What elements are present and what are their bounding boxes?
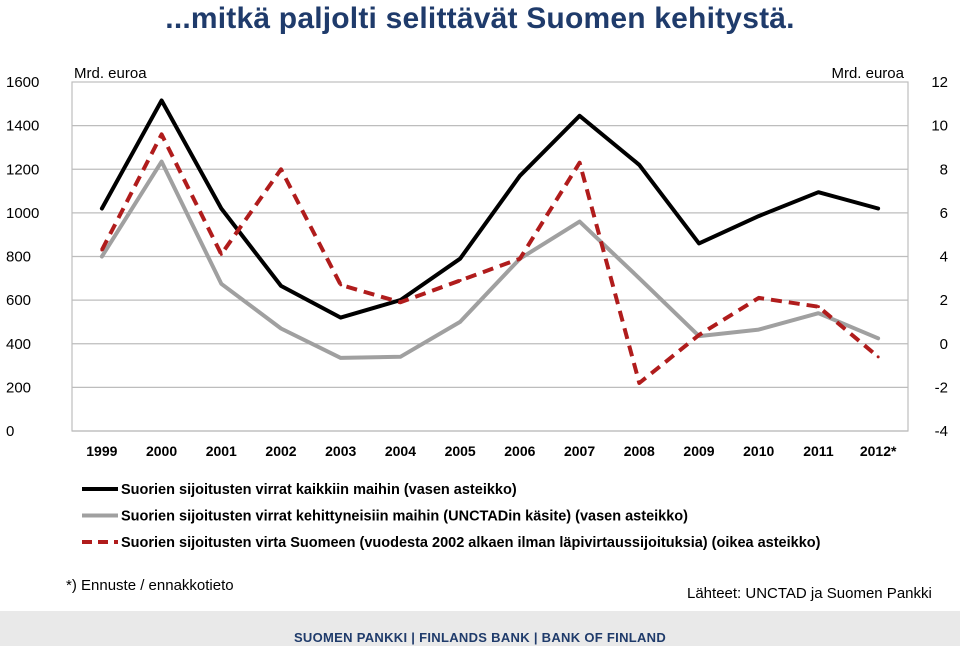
data-point [757,214,761,218]
data-point [637,163,641,167]
x-tick-label: 2002 [265,443,296,459]
data-point [518,174,522,178]
right-axis: -4 -2 0 2 4 6 8 10 12 Mrd. euroa [831,65,948,440]
left-tick-label: 800 [6,249,31,266]
data-point [637,276,641,280]
left-tick-label: 0 [6,423,14,440]
footer-bank-name: SUOMEN PANKKI | FINLANDS BANK | BANK OF … [293,630,667,645]
series-lines [99,98,881,385]
x-tick-label: 2001 [206,443,237,459]
left-axis-label: Mrd. euroa [74,65,147,82]
data-point [578,161,582,165]
right-tick-label: -2 [935,379,948,396]
data-point [160,99,164,103]
right-tick-label: 8 [940,161,948,178]
data-point [398,300,402,304]
data-point [398,355,402,359]
right-tick-label: 10 [931,118,948,135]
data-point [279,326,283,330]
data-point [697,241,701,245]
legend: Suorien sijoitusten virrat kaikkiin maih… [82,482,821,551]
data-point [816,305,820,309]
data-point [518,257,522,261]
data-point [876,336,880,340]
data-point [637,381,641,385]
data-point [458,257,462,261]
x-tick-label: 2007 [564,443,595,459]
x-tick-label: 2012* [860,443,897,459]
data-point [697,333,701,337]
x-tick-label: 2004 [385,443,416,459]
data-point [816,311,820,315]
footnote: *) Ennuste / ennakkotieto [66,577,234,594]
data-point [219,282,223,286]
data-point [876,355,880,359]
data-point [100,255,104,258]
x-tick-label: 1999 [86,443,117,459]
right-tick-label: 0 [940,336,948,353]
data-point [339,283,343,287]
series-line-3 [100,132,880,385]
series-line-1 [99,98,881,320]
data-point [279,167,283,171]
x-tick-label: 2009 [683,443,714,459]
data-point [100,248,104,252]
right-tick-label: 4 [940,249,948,266]
data-point [219,252,223,256]
data-point [339,356,343,360]
data-point [339,316,343,320]
data-point [458,278,462,282]
right-tick-label: 12 [931,74,948,91]
data-point [816,190,820,194]
data-point [160,160,164,164]
gridlines [71,81,909,432]
x-tick-label: 2003 [325,443,356,459]
left-tick-label: 600 [6,292,31,309]
data-point [578,220,582,224]
legend-label-1: Suorien sijoitusten virrat kaikkiin maih… [121,482,517,498]
left-tick-label: 1000 [6,205,39,222]
data-point [160,132,164,136]
data-point [458,320,462,324]
series-line-2 [99,159,881,360]
left-tick-label: 1200 [6,161,39,178]
x-tick-label: 2000 [146,443,177,459]
chart-title: ...mitkä paljolti selittävät Suomen kehi… [165,2,795,35]
x-tick-label: 2006 [504,443,535,459]
data-point [876,207,880,211]
left-tick-label: 200 [6,379,31,396]
source-note: Lähteet: UNCTAD ja Suomen Pankki [687,585,932,602]
x-tick-label: 2010 [743,443,774,459]
data-point [757,296,761,300]
data-point [100,207,104,211]
right-tick-label: 6 [940,205,948,222]
left-tick-label: 1400 [6,118,39,135]
footer-band [0,611,960,646]
x-tick-label: 2011 [803,443,834,459]
x-tick-label: 2008 [624,443,655,459]
left-tick-label: 1600 [6,74,39,91]
data-point [578,114,582,118]
data-point [757,328,761,332]
right-tick-label: -4 [935,423,948,440]
legend-label-2: Suorien sijoitusten virrat kehittyneisii… [121,509,688,525]
legend-label-3: Suorien sijoitusten virta Suomeen (vuode… [121,535,821,551]
right-tick-label: 2 [940,292,948,309]
x-axis: 1999 2000 2001 2002 2003 2004 2005 2006 2007 2008… [86,443,897,459]
left-tick-label: 400 [6,336,31,353]
data-point [219,207,223,211]
data-point [279,284,283,288]
right-axis-label: Mrd. euroa [831,65,904,82]
left-axis: 0 200 400 600 800 1000 1200 1400 1600 Mrd. euroa [6,65,147,440]
x-tick-label: 2005 [445,443,476,459]
